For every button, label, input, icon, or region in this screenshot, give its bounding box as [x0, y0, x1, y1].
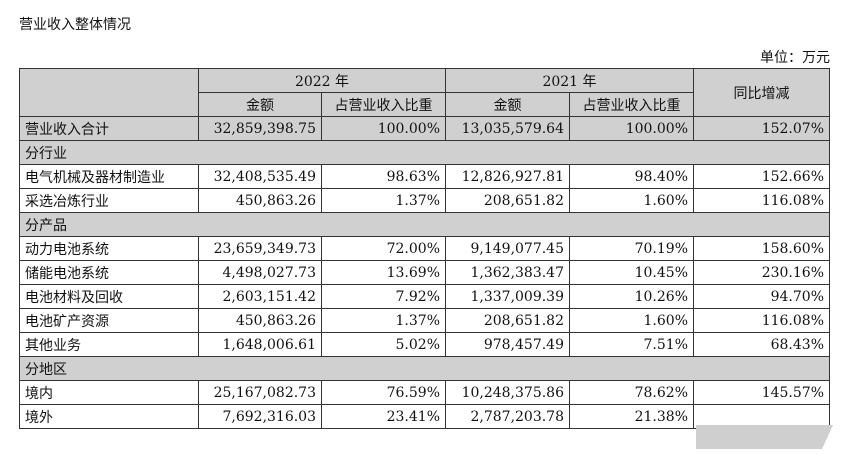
- page-title: 营业收入整体情况: [19, 17, 131, 33]
- table-row: 采选冶炼行业 450,863.26 1.37% 208,651.82 1.60% 116.…: [19, 188, 830, 213]
- header-share-2021: 占营业收入比重: [569, 92, 694, 117]
- amount-2022-cell: 32,408,535.49: [198, 164, 322, 189]
- amount-2021-cell: 978,457.49: [445, 332, 570, 357]
- amount-2022-cell: 2,603,151.42: [198, 284, 322, 309]
- share-2022-cell: 1.37%: [321, 188, 446, 213]
- yoy-cell: 152.07%: [693, 116, 830, 141]
- header-year-2022: 2022 年: [198, 68, 446, 93]
- share-2021-cell: 78.62%: [569, 380, 694, 405]
- amount-2022-cell: 4,498,027.73: [198, 260, 322, 285]
- row-label: 电气机械及器材制造业: [19, 164, 199, 189]
- header-row-columns: 金额 占营业收入比重 金额 占营业收入比重: [20, 92, 830, 117]
- share-2022-cell: 100.00%: [321, 116, 446, 141]
- amount-2022-cell: 25,167,082.73: [198, 380, 322, 405]
- share-2022-cell: 72.00%: [321, 236, 446, 261]
- amount-2022-cell: 450,863.26: [198, 308, 322, 333]
- table-row: 其他业务 1,648,006.61 5.02% 978,457.49 7.51% 68.4…: [19, 332, 830, 357]
- section-header-row: 分地区: [19, 356, 830, 381]
- share-2021-cell: 1.60%: [569, 308, 694, 333]
- total-row: 营业收入合计 32,859,398.75 100.00% 13,035,579.64 1…: [19, 116, 830, 141]
- section-header-row: 分行业: [19, 140, 830, 165]
- table-row: 电池材料及回收 2,603,151.42 7.92% 1,337,009.39 10.2…: [19, 284, 830, 309]
- share-2022-cell: 7.92%: [321, 284, 446, 309]
- header-amount-2022: 金额: [198, 92, 322, 117]
- amount-2021-cell: 1,337,009.39: [445, 284, 570, 309]
- row-label: 营业收入合计: [19, 116, 199, 141]
- share-2021-cell: 21.38%: [569, 404, 694, 429]
- row-label: 电池矿产资源: [19, 308, 199, 333]
- section-header-row: 分产品: [19, 212, 830, 237]
- amount-2021-cell: 9,149,077.45: [445, 236, 570, 261]
- header-blank-cell: [19, 68, 199, 117]
- row-label: 电池材料及回收: [19, 284, 199, 309]
- share-2021-cell: 7.51%: [569, 332, 694, 357]
- share-2021-cell: 1.60%: [569, 188, 694, 213]
- amount-2022-cell: 7,692,316.03: [198, 404, 322, 429]
- share-2022-cell: 5.02%: [321, 332, 446, 357]
- amount-2022-cell: 450,863.26: [198, 188, 322, 213]
- yoy-cell: 68.43%: [693, 332, 830, 357]
- share-2021-cell: 70.19%: [569, 236, 694, 261]
- amount-2021-cell: 1,362,383.47: [445, 260, 570, 285]
- table-row: 储能电池系统 4,498,027.73 13.69% 1,362,383.47 10.4…: [19, 260, 830, 285]
- amount-2022-cell: 1,648,006.61: [198, 332, 322, 357]
- share-2021-cell: 98.40%: [569, 164, 694, 189]
- amount-2021-cell: 10,248,375.86: [445, 380, 570, 405]
- section-heading: 分地区: [19, 356, 830, 381]
- amount-2021-cell: 208,651.82: [445, 188, 570, 213]
- table-row: 电气机械及器材制造业 32,408,535.49 98.63% 12,826,927.…: [19, 164, 830, 189]
- yoy-cell: 158.60%: [693, 236, 830, 261]
- row-label: 储能电池系统: [19, 260, 199, 285]
- section-heading: 分行业: [19, 140, 830, 165]
- yoy-cell: 152.66%: [693, 164, 830, 189]
- yoy-cell: 145.57%: [693, 380, 830, 405]
- table-row: 境外 7,692,316.03 23.41% 2,787,203.78 21.38%: [19, 404, 830, 429]
- row-label: 境内: [19, 380, 199, 405]
- yoy-cell: [693, 404, 830, 429]
- share-2022-cell: 23.41%: [321, 404, 446, 429]
- row-label: 其他业务: [19, 332, 199, 357]
- amount-2021-cell: 208,651.82: [445, 308, 570, 333]
- table-row: 境内 25,167,082.73 76.59% 10,248,375.86 78.62%…: [19, 380, 830, 405]
- share-2021-cell: 10.26%: [569, 284, 694, 309]
- row-label: 采选冶炼行业: [19, 188, 199, 213]
- share-2022-cell: 98.63%: [321, 164, 446, 189]
- header-year-2021: 2021 年: [445, 68, 694, 93]
- amount-2022-cell: 23,659,349.73: [198, 236, 322, 261]
- share-2021-cell: 10.45%: [569, 260, 694, 285]
- yoy-cell: 116.08%: [693, 308, 830, 333]
- amount-2021-cell: 2,787,203.78: [445, 404, 570, 429]
- header-yoy: 同比增减: [693, 68, 830, 117]
- amount-2022-cell: 32,859,398.75: [198, 116, 322, 141]
- revenue-table: 2022 年 2021 年 同比增减 金额 占营业收入比重 金额 占营业收入比重…: [19, 68, 830, 429]
- section-heading: 分产品: [19, 212, 830, 237]
- unit-label: 单位：万元: [760, 50, 830, 66]
- yoy-cell: 116.08%: [693, 188, 830, 213]
- share-2022-cell: 13.69%: [321, 260, 446, 285]
- amount-2021-cell: 13,035,579.64: [445, 116, 570, 141]
- share-2022-cell: 1.37%: [321, 308, 446, 333]
- header-row-years: 2022 年 2021 年 同比增减: [19, 68, 830, 117]
- share-2021-cell: 100.00%: [569, 116, 694, 141]
- table-row: 电池矿产资源 450,863.26 1.37% 208,651.82 1.60% 116.…: [19, 308, 830, 333]
- amount-2021-cell: 12,826,927.81: [445, 164, 570, 189]
- header-amount-2021: 金额: [445, 92, 570, 117]
- page-curl-shadow: [696, 425, 833, 449]
- header-share-2022: 占营业收入比重: [321, 92, 446, 117]
- yoy-cell: 230.16%: [693, 260, 830, 285]
- table-row: 动力电池系统 23,659,349.73 72.00% 9,149,077.45 70.…: [19, 236, 830, 261]
- row-label: 动力电池系统: [19, 236, 199, 261]
- row-label: 境外: [19, 404, 199, 429]
- yoy-cell: 94.70%: [693, 284, 830, 309]
- share-2022-cell: 76.59%: [321, 380, 446, 405]
